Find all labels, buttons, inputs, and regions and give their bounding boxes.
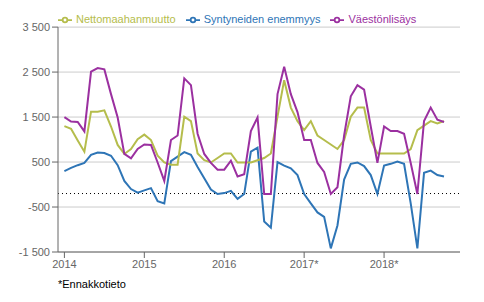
html-text:*Ennakkotieto: *Ennakkotieto — [58, 278, 126, 290]
svg-text:1 500: 1 500 — [22, 111, 50, 123]
svg-text:-500: -500 — [28, 201, 50, 213]
svg-text:2017*: 2017* — [290, 258, 319, 270]
svg-text:2018*: 2018* — [370, 258, 399, 270]
svg-text:2016: 2016 — [212, 258, 236, 270]
html-text:Syntyneiden enemmyys: Syntyneiden enemmyys — [203, 13, 321, 25]
svg-text:3 500: 3 500 — [22, 21, 50, 33]
html-text:Nettomaahanmuutto: Nettomaahanmuutto — [76, 13, 176, 25]
svg-text:500: 500 — [32, 156, 50, 168]
svg-text:2014: 2014 — [52, 258, 76, 270]
svg-text:-1 500: -1 500 — [19, 246, 50, 258]
svg-text:2015: 2015 — [132, 258, 156, 270]
html-text:Väestönlisäys: Väestönlisäys — [348, 13, 417, 25]
svg-text:2 500: 2 500 — [22, 66, 50, 78]
